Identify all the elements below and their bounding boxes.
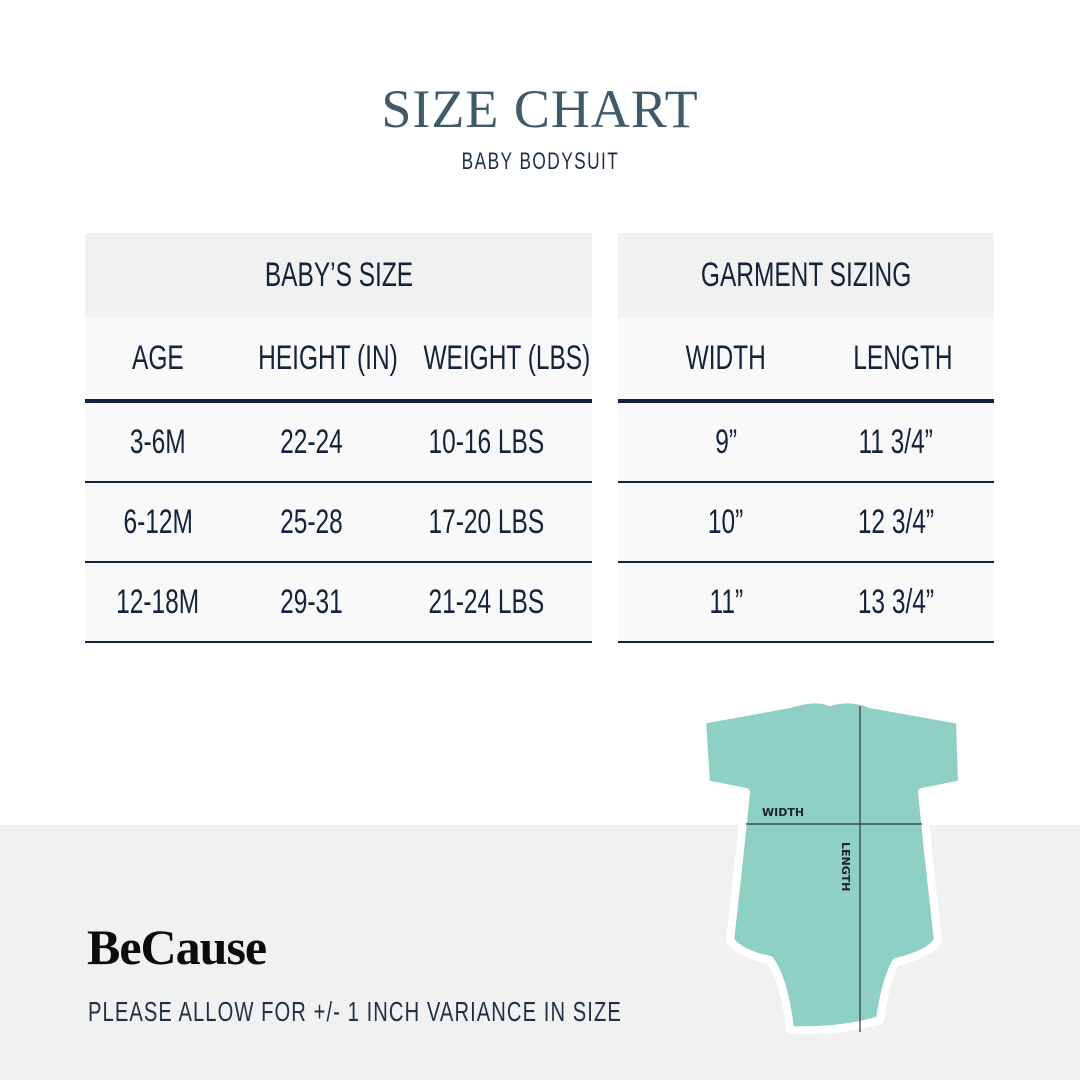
column-header: HEIGHT (IN) [258,339,398,377]
column-header: WIDTH [685,339,767,377]
babys-size-table: BABY’S SIZE AGE HEIGHT (IN) WEIGHT (LBS)… [85,233,592,643]
bodysuit-shape [698,695,966,1035]
table-row: 3-6M 22-24 10-16 LBS [85,403,592,483]
column-header: WEIGHT (LBS) [423,339,591,377]
bodysuit-diagram: WIDTH LENGTH [698,695,966,1035]
table-row: 6-12M 25-28 17-20 LBS [85,483,592,563]
width-label: WIDTH [762,806,804,819]
cell: 12 3/4” [857,502,935,541]
table-row: 11” 13 3/4” [618,563,994,643]
garment-sizing-table: GARMENT SIZING WIDTH LENGTH 9” 11 3/4” 1… [618,233,994,643]
cell: 21-24 LBS [428,582,544,621]
cell: 22-24 [279,422,343,461]
table-heading: GARMENT SIZING [618,233,994,318]
variance-note: PLEASE ALLOW FOR +/- 1 INCH VARIANCE IN … [88,996,622,1027]
cell: 3-6M [130,422,186,461]
column-headers: AGE HEIGHT (IN) WEIGHT (LBS) [85,318,592,403]
cell: 13 3/4” [857,582,935,621]
cell: 12-18M [116,582,200,621]
cell: 29-31 [279,582,343,621]
cell: 10-16 LBS [428,422,544,461]
page-title: SIZE CHART [381,79,699,139]
cell: 25-28 [279,502,343,541]
brand-logo: BeCause [87,919,267,975]
column-headers: WIDTH LENGTH [618,318,994,403]
cell: 9” [715,422,737,461]
table-row: 12-18M 29-31 21-24 LBS [85,563,592,643]
table-heading: BABY’S SIZE [85,233,592,318]
page-subtitle: BABY BODYSUIT [461,148,619,175]
table-row: 9” 11 3/4” [618,403,994,483]
cell: 10” [708,502,744,541]
column-header: LENGTH [853,339,953,377]
table-row: 10” 12 3/4” [618,483,994,563]
cell: 6-12M [123,502,193,541]
cell: 17-20 LBS [428,502,544,541]
cell: 11 3/4” [858,422,934,461]
column-header: AGE [132,339,184,377]
length-label: LENGTH [839,842,852,891]
cell: 11” [709,582,743,621]
